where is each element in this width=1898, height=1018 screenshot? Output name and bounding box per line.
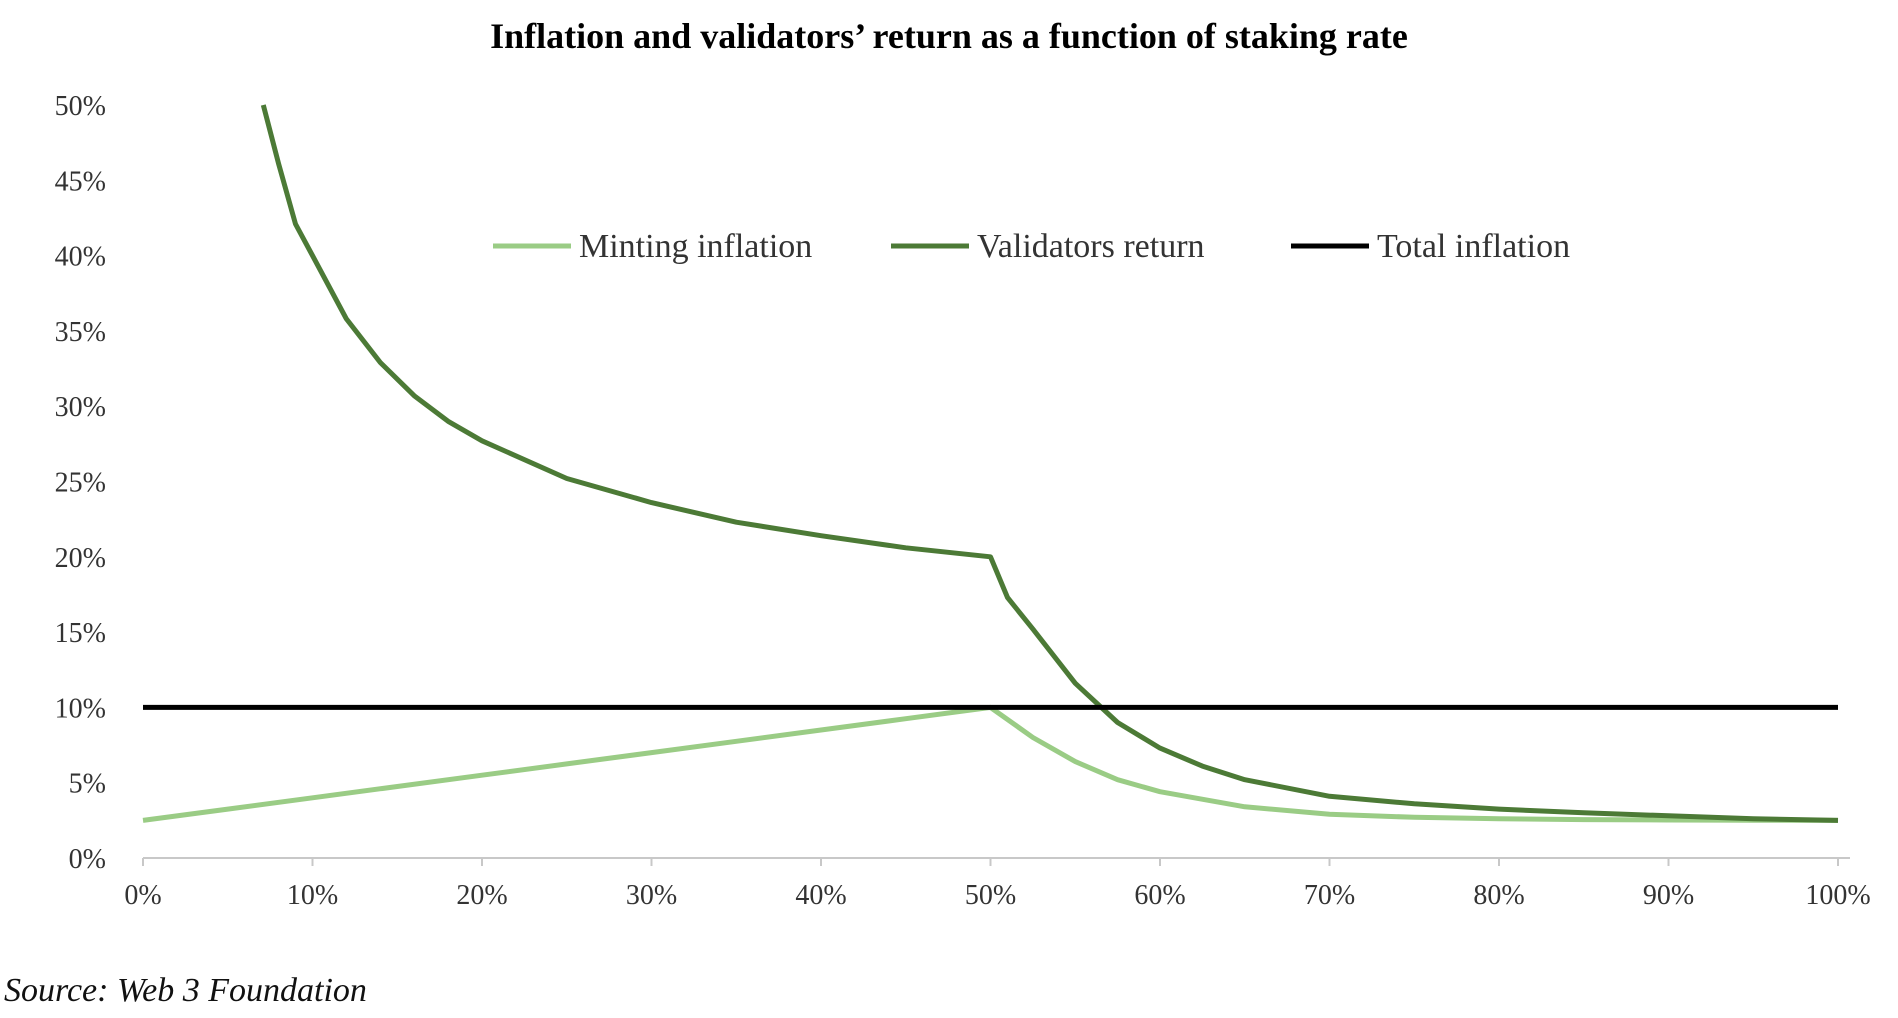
y-tick-label: 50% — [55, 91, 106, 122]
x-tick-label: 70% — [1304, 880, 1355, 911]
source-note: Source: Web 3 Foundation — [4, 972, 367, 1009]
legend-item: Minting inflation — [493, 228, 812, 265]
legend-label: Validators return — [977, 228, 1205, 265]
legend-item: Total inflation — [1291, 228, 1570, 265]
x-tick-label: 100% — [1805, 880, 1870, 911]
series-line-validators-return — [260, 104, 1839, 823]
x-tick-label: 0% — [124, 880, 161, 911]
y-tick-label: 25% — [55, 468, 106, 499]
series-line-minting-inflation — [142, 704, 1839, 823]
y-tick-label: 10% — [55, 693, 106, 724]
x-tick-label: 80% — [1473, 880, 1524, 911]
y-tick-label: 15% — [55, 618, 106, 649]
y-tick-label: 0% — [69, 844, 106, 875]
x-tick-label: 50% — [965, 880, 1016, 911]
x-axis: 0% 10% 20% 30% 40% 50% 60% 70% 80% 90% 100% — [124, 857, 1871, 911]
y-tick-label: 30% — [55, 392, 106, 423]
y-tick-label: 5% — [69, 769, 106, 800]
legend-item: Validators return — [891, 228, 1205, 265]
legend-label: Minting inflation — [579, 228, 812, 265]
x-tick-label: 30% — [626, 880, 677, 911]
chart-title: Inflation and validators’ return as a fu… — [490, 16, 1408, 56]
y-tick-label: 35% — [55, 317, 106, 348]
x-tick-label: 10% — [287, 880, 338, 911]
legend-label: Total inflation — [1377, 228, 1570, 265]
x-tick-label: 90% — [1643, 880, 1694, 911]
y-tick-label: 45% — [55, 166, 106, 197]
x-tick-label: 20% — [456, 880, 507, 911]
x-tick-label: 60% — [1134, 880, 1185, 911]
y-tick-label: 20% — [55, 543, 106, 574]
y-axis-ticks: 0% 5% 10% 15% 20% 25% 30% 35% 40% 45% 50% — [55, 91, 106, 875]
x-tick-label: 40% — [795, 880, 846, 911]
series-lines — [142, 104, 1839, 823]
y-tick-label: 40% — [55, 242, 106, 273]
legend: Minting inflation Validators return Total … — [493, 228, 1570, 265]
